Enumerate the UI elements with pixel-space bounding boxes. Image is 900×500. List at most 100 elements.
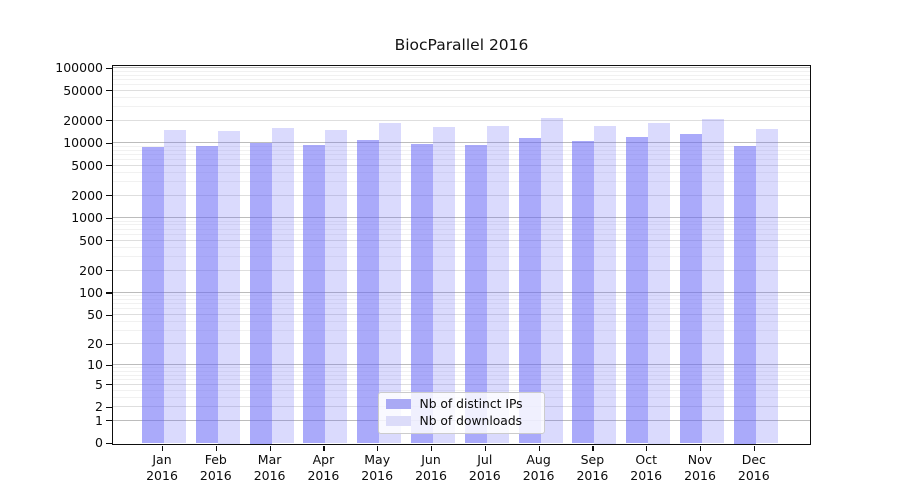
gridline-y-600 — [112, 233, 810, 235]
y-tick-mark-50 — [106, 314, 112, 316]
gridline-y-6 — [112, 378, 810, 380]
y-tick-mark-20000 — [106, 120, 112, 122]
y-tick-label-10000: 10000 — [63, 135, 103, 151]
x-tick-mark-nov — [700, 445, 702, 451]
gridline-y-7000 — [112, 153, 810, 155]
y-tick-label-10: 10 — [87, 357, 103, 373]
y-tick-label-0: 0 — [95, 435, 103, 451]
bar-downloads-nov — [702, 119, 724, 444]
bar-downloads-jun — [433, 127, 455, 444]
legend-swatch-distinct-ips — [385, 398, 411, 410]
x-tick-mark-jul — [484, 445, 486, 451]
gridline-y-20000 — [112, 119, 810, 121]
y-tick-label-200: 200 — [79, 262, 103, 278]
y-tick-label-500: 500 — [79, 232, 103, 248]
gridline-y-9 — [112, 367, 810, 369]
bar-downloads-oct — [648, 122, 671, 444]
y-tick-mark-500 — [106, 240, 112, 242]
legend: Nb of distinct IPs Nb of downloads — [377, 391, 545, 434]
gridline-y-40 — [112, 321, 810, 323]
gridline-y-30000 — [112, 106, 810, 108]
y-tick-mark-0 — [106, 442, 112, 444]
x-tick-label-dec: Dec 2016 — [737, 452, 770, 483]
x-tick-mark-apr — [323, 445, 325, 451]
gridline-y-1000 — [112, 217, 810, 219]
gridline-y-8 — [112, 370, 810, 372]
x-tick-mark-dec — [753, 445, 755, 451]
y-tick-label-2000: 2000 — [71, 187, 103, 203]
bar-downloads-dec — [755, 129, 778, 444]
y-tick-label-5: 5 — [95, 376, 103, 392]
gridline-y-700 — [112, 228, 810, 230]
x-tick-label-aug: Aug 2016 — [522, 452, 555, 483]
x-tick-mark-jun — [431, 445, 433, 451]
bar-distinct-ips-dec — [733, 146, 756, 444]
x-tick-mark-mar — [269, 445, 271, 451]
chart-title: BiocParallel 2016 — [394, 36, 529, 54]
legend-label-downloads: Nb of downloads — [419, 414, 523, 428]
gridline-y-900 — [112, 220, 810, 222]
y-tick-mark-100 — [106, 292, 112, 294]
gridline-y-7 — [112, 374, 810, 376]
x-tick-label-nov: Nov 2016 — [684, 452, 716, 483]
gridline-y-4000 — [112, 172, 810, 173]
y-tick-mark-1000 — [106, 217, 112, 219]
x-tick-label-feb: Feb 2016 — [199, 452, 232, 483]
x-tick-label-jul: Jul 2016 — [468, 452, 501, 483]
bar-downloads-feb — [217, 131, 240, 444]
gridline-y-50 — [112, 314, 810, 316]
gridline-y-5000 — [112, 164, 810, 166]
gridline-y-800 — [112, 224, 810, 226]
gridline-y-90000 — [112, 70, 810, 72]
x-tick-label-jun: Jun 2016 — [415, 452, 447, 483]
gridline-y-70000 — [112, 78, 810, 80]
y-tick-mark-10 — [106, 364, 112, 366]
bar-downloads-may — [379, 122, 402, 444]
gridline-y-80 — [112, 299, 810, 301]
y-tick-mark-20 — [106, 343, 112, 345]
x-tick-mark-oct — [646, 445, 648, 451]
bar-downloads-aug — [540, 117, 563, 444]
gridline-y-8000 — [112, 149, 810, 151]
gridline-y-80000 — [112, 74, 810, 76]
x-tick-mark-sep — [592, 445, 594, 451]
bar-distinct-ips-jan — [142, 147, 164, 444]
x-tick-label-oct: Oct 2016 — [630, 452, 663, 483]
y-tick-mark-5 — [106, 384, 112, 386]
y-tick-label-5000: 5000 — [71, 157, 103, 173]
y-tick-label-100000: 100000 — [55, 60, 103, 76]
gridline-y-500 — [112, 239, 810, 241]
gridline-y-40000 — [112, 97, 810, 98]
gridline-y-10 — [112, 364, 810, 366]
gridline-y-90 — [112, 295, 810, 297]
y-tick-mark-1 — [106, 420, 112, 422]
y-tick-label-50: 50 — [87, 307, 103, 323]
gridline-y-5 — [112, 383, 810, 385]
x-tick-label-jan: Jan 2016 — [146, 452, 178, 483]
x-tick-mark-feb — [215, 445, 217, 451]
plot-area: Nb of distinct IPs Nb of downloads — [111, 64, 811, 445]
bar-downloads-jul — [486, 126, 509, 444]
gridline-y-60000 — [112, 83, 810, 85]
x-tick-label-may: May 2016 — [361, 452, 394, 483]
gridline-y-3000 — [112, 181, 810, 183]
y-tick-mark-200 — [106, 270, 112, 272]
gridline-y-400 — [112, 247, 810, 248]
bar-downloads-sep — [594, 125, 617, 444]
x-tick-label-mar: Mar 2016 — [253, 452, 286, 483]
gridline-y-100 — [112, 291, 810, 293]
bar-distinct-ips-may — [357, 140, 380, 444]
gridline-y-100000 — [112, 67, 810, 69]
x-tick-mark-jan — [162, 445, 164, 451]
x-tick-mark-aug — [538, 445, 540, 451]
bar-distinct-ips-jun — [411, 143, 433, 444]
bar-distinct-ips-oct — [626, 136, 649, 444]
bar-downloads-jan — [164, 130, 186, 444]
gridline-y-6000 — [112, 158, 810, 160]
gridline-y-20 — [112, 343, 810, 344]
bar-distinct-ips-jul — [464, 145, 487, 444]
gridline-y-2000 — [112, 194, 810, 196]
gridline-y-9000 — [112, 145, 810, 147]
y-tick-label-1000: 1000 — [71, 210, 103, 226]
